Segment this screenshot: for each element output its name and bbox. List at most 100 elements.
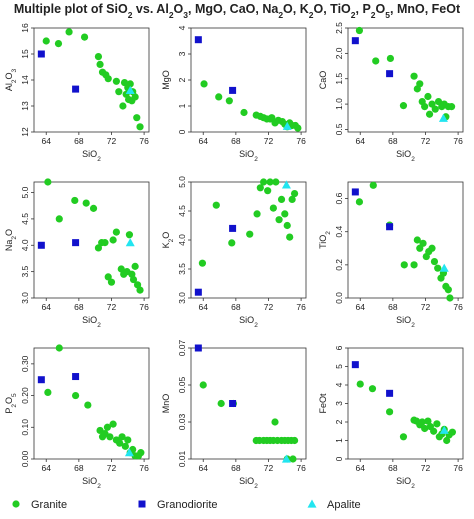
panel-3: 64 68 72 76 0.5 1.0 1.5 2.0 2.5 SiO2 CaO (318, 22, 464, 163)
apalite-point (282, 121, 292, 130)
granite-point (137, 449, 145, 457)
x-tick-label: 72 (421, 136, 431, 146)
y-tick-label: 0.6 (334, 192, 344, 204)
y-axis-label: Na2O (4, 229, 18, 251)
x-tick-label: 68 (74, 463, 84, 473)
y-tick-label: 3.0 (20, 292, 30, 304)
granite-point (109, 236, 117, 244)
x-tick-label: 64 (198, 463, 208, 473)
x-tick-label: 68 (231, 302, 241, 312)
granodiorite-point (229, 400, 237, 407)
y-tick-label: 2.5 (334, 22, 344, 34)
granite-point (126, 80, 134, 88)
legend-label: Apalite (327, 499, 361, 511)
y-tick-label: 3 (334, 401, 344, 406)
x-tick-label: 68 (388, 136, 398, 146)
x-axis-label: SiO2 (239, 315, 258, 329)
granite-point (96, 60, 104, 68)
y-tick-label: 13 (20, 101, 30, 111)
series-apalite (124, 448, 134, 457)
legend-circle-marker (12, 500, 20, 508)
series-apalite (439, 263, 449, 272)
plot-frame (33, 347, 150, 460)
series-apalite (438, 113, 448, 122)
legend-item-granodiorite: Granodiorite (138, 499, 218, 511)
granite-point (71, 196, 79, 205)
granite-point (71, 391, 80, 400)
granite-point (101, 239, 109, 247)
legend-label: Granodiorite (157, 499, 218, 511)
granodiorite-point (72, 373, 80, 381)
series-granite (42, 28, 144, 131)
y-axis-label: TiO2 (318, 231, 332, 249)
x-tick-label: 72 (421, 302, 431, 312)
granite-point (430, 427, 438, 435)
granite-point (103, 423, 112, 431)
granite-point (42, 37, 50, 45)
panel-7: 64 68 72 76 0.00 0.10 0.20 0.30 SiO2 P2O5 (4, 344, 150, 490)
y-tick-label: 0.05 (177, 376, 187, 393)
granodiorite-point (386, 389, 394, 397)
y-tick-label: 3.5 (177, 263, 187, 275)
apalite-point (438, 113, 448, 122)
y-tick-label: 0.03 (177, 413, 187, 430)
x-tick-label: 76 (453, 302, 463, 312)
granodiorite-point (229, 86, 237, 94)
granite-point (446, 294, 454, 302)
series-granite (355, 181, 454, 302)
y-tick-label: 0.07 (177, 339, 187, 356)
panel-5: 64 68 72 76 3.0 3.5 4.0 4.5 5.0 SiO2 K2O (161, 176, 307, 329)
granite-point (424, 92, 432, 101)
granite-point (410, 72, 418, 80)
y-tick-label: 0.5 (334, 123, 344, 135)
granite-point (118, 433, 126, 441)
granite-point (410, 261, 418, 269)
granite-point (212, 201, 220, 209)
granite-point (444, 286, 452, 294)
y-tick-label: 15 (20, 49, 30, 59)
y-tick-label: 3 (177, 51, 187, 56)
series-granodiorite (194, 344, 237, 407)
y-tick-label: 0.2 (334, 259, 344, 271)
granite-point (121, 442, 129, 450)
granite-point (253, 210, 261, 218)
y-axis-label: Al2O3 (4, 68, 18, 91)
y-tick-label: 2 (334, 419, 344, 424)
granite-point (286, 233, 294, 241)
x-tick-label: 72 (107, 302, 117, 312)
y-tick-label: 2.0 (334, 47, 344, 59)
x-tick-label: 76 (296, 302, 306, 312)
x-tick-label: 76 (296, 463, 306, 473)
granite-point (413, 236, 421, 244)
series-granodiorite (194, 36, 237, 94)
granodiorite-point (37, 50, 45, 58)
granite-point (115, 88, 123, 96)
apalite-point (125, 238, 135, 247)
granodiorite-point (351, 188, 359, 196)
granite-point (386, 54, 395, 63)
x-tick-label: 64 (355, 463, 365, 473)
granite-point (264, 187, 272, 195)
granite-point (225, 97, 233, 105)
apalite-point (281, 180, 291, 189)
granodiorite-point (72, 239, 80, 247)
x-tick-label: 72 (264, 136, 274, 146)
x-tick-label: 76 (453, 136, 463, 146)
x-axis-label: SiO2 (396, 149, 415, 163)
x-axis-label: SiO2 (396, 315, 415, 329)
granite-point (266, 178, 274, 186)
panel-6: 64 68 72 76 0.0 0.2 0.4 0.6 SiO2 TiO2 (318, 181, 464, 329)
granite-point (129, 275, 138, 284)
granite-point (133, 114, 141, 122)
series-granodiorite (194, 224, 237, 296)
legend-triangle-marker (307, 499, 317, 508)
x-tick-label: 64 (41, 136, 51, 146)
apalite-point (124, 448, 134, 457)
plot-frame (347, 181, 464, 299)
plot-frame (190, 347, 307, 460)
y-axis-label: CaO (318, 71, 328, 90)
granite-point (120, 79, 129, 87)
granite-point (94, 244, 103, 252)
granite-point (294, 124, 302, 132)
granite-point (240, 108, 248, 117)
